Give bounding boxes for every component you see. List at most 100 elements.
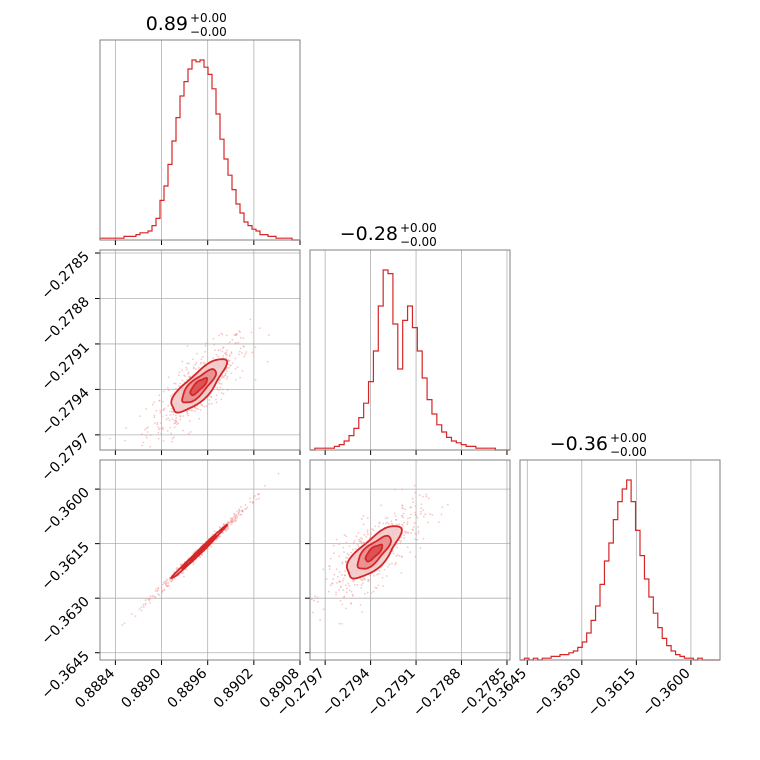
sample-point: [188, 362, 190, 365]
sample-point: [235, 334, 238, 337]
sample-point: [175, 567, 178, 570]
sample-point: [410, 513, 412, 516]
sample-point: [268, 334, 270, 336]
sample-point: [245, 351, 248, 353]
sample-point: [341, 579, 344, 582]
sample-point: [343, 551, 345, 553]
sample-point: [350, 602, 352, 605]
sample-point: [205, 342, 208, 345]
sample-point: [340, 622, 343, 625]
sample-point: [165, 418, 168, 421]
sample-point: [145, 436, 148, 439]
sample-point: [394, 488, 397, 491]
sample-point: [163, 580, 166, 583]
sample-point: [160, 591, 163, 594]
sample-point: [239, 347, 242, 350]
sample-point: [154, 422, 156, 424]
sample-point: [378, 570, 381, 572]
sample-point: [420, 507, 422, 510]
sample-point: [414, 538, 417, 541]
sample-point: [195, 361, 198, 364]
panel-frame: [309, 459, 511, 661]
sample-point: [353, 583, 356, 586]
sample-point: [208, 399, 211, 401]
tick-label-x-p2: −0.3600: [639, 666, 693, 720]
sample-point: [361, 611, 364, 614]
sample-point: [333, 573, 336, 576]
sample-point: [109, 437, 111, 440]
sample-point: [210, 402, 213, 405]
sample-point: [146, 597, 149, 600]
sample-point: [238, 350, 241, 353]
contour-line-2: [189, 376, 209, 397]
sample-point: [167, 404, 170, 407]
sample-point: [215, 538, 218, 541]
sample-point: [149, 595, 152, 597]
sample-point: [404, 532, 407, 535]
sample-point: [325, 578, 328, 580]
sample-point: [366, 517, 369, 519]
sample-point: [177, 374, 180, 377]
sample-point: [179, 382, 182, 385]
sample-point: [221, 388, 224, 391]
sample-point: [381, 577, 384, 579]
tick-label-y-p2: −0.3615: [39, 539, 93, 593]
sample-point: [174, 414, 177, 417]
sample-point: [401, 555, 403, 558]
sample-point: [210, 395, 212, 398]
sample-point: [236, 516, 239, 519]
sample-point: [338, 571, 341, 573]
sample-point: [236, 510, 239, 513]
sample-point: [167, 376, 170, 379]
sample-point: [185, 568, 188, 571]
sample-point: [140, 606, 143, 609]
sample-point: [401, 514, 404, 517]
sample-point: [225, 334, 228, 337]
sample-point: [173, 436, 175, 439]
sample-point: [249, 318, 252, 321]
sample-point: [186, 411, 189, 414]
sample-point: [422, 509, 425, 511]
sample-point: [193, 406, 196, 409]
sample-point: [181, 369, 184, 372]
sample-point: [354, 547, 357, 550]
sample-point: [396, 546, 399, 549]
sample-point: [401, 524, 404, 527]
sample-point: [186, 412, 189, 415]
sample-point: [402, 516, 404, 519]
sample-point: [151, 403, 154, 406]
sample-point: [386, 565, 389, 568]
sample-point: [258, 497, 260, 500]
sample-point: [144, 428, 146, 431]
sample-point: [142, 605, 145, 608]
panel-content: [109, 318, 270, 448]
sample-point: [342, 577, 345, 580]
sample-point: [220, 332, 223, 335]
sample-point: [167, 417, 170, 420]
sample-point: [139, 415, 142, 418]
sample-point: [229, 354, 231, 356]
sample-point: [157, 592, 159, 595]
sample-point: [327, 590, 330, 593]
sample-point: [372, 529, 375, 532]
sample-point: [385, 522, 387, 525]
sample-point: [266, 360, 269, 363]
sample-point: [419, 546, 422, 549]
sample-point: [161, 590, 164, 593]
sample-point: [220, 398, 223, 401]
sample-point: [124, 439, 126, 442]
sample-point: [229, 341, 231, 344]
sample-point: [155, 587, 157, 590]
sample-point: [388, 563, 391, 566]
sample-point: [145, 434, 148, 437]
sample-point: [239, 376, 242, 379]
sample-point: [181, 572, 184, 575]
sample-point: [335, 568, 338, 571]
sample-point: [322, 568, 325, 571]
sample-point: [331, 582, 333, 584]
sample-point: [406, 521, 409, 524]
sample-point: [401, 523, 403, 526]
sample-point: [239, 505, 242, 508]
sample-point: [241, 369, 244, 372]
sample-point: [422, 515, 425, 518]
